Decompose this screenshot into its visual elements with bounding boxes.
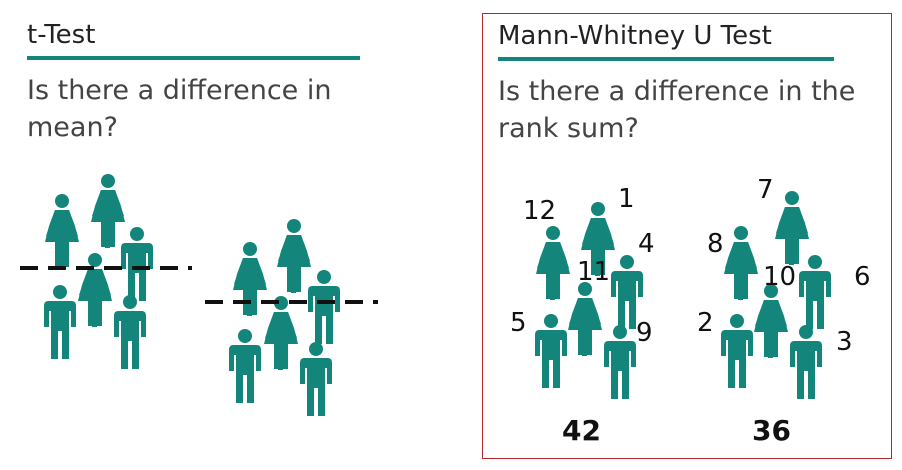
rank-label: 6 [854, 262, 871, 292]
mann-whitney-group-a [535, 202, 643, 399]
person-male-icon [721, 314, 753, 388]
person-female-icon [264, 296, 298, 370]
person-male-icon [799, 255, 831, 329]
person-female-icon [233, 242, 267, 316]
rank-label: 11 [577, 257, 610, 287]
mann-whitney-title-rule [498, 57, 834, 61]
mann-whitney-question: Is there a difference in the rank sum? [498, 76, 856, 144]
rank-label: 4 [638, 229, 655, 259]
person-female-icon [775, 191, 809, 265]
rank-label: 8 [707, 229, 724, 259]
t-test-group-2 [229, 219, 340, 416]
rank-label: 2 [697, 308, 714, 338]
t-test-title: t-Test [27, 20, 96, 50]
person-male-icon [114, 295, 146, 369]
rank-label: 1 [618, 184, 635, 214]
rank-label: 7 [757, 175, 774, 205]
person-female-icon [45, 194, 79, 268]
person-male-icon [604, 325, 636, 399]
person-female-icon [277, 219, 311, 293]
person-male-icon [44, 285, 76, 359]
person-male-icon [300, 342, 332, 416]
mann-whitney-panel: Mann-Whitney U Test Is there a differenc… [482, 13, 892, 459]
person-male-icon [308, 270, 340, 344]
person-male-icon [229, 329, 261, 403]
person-male-icon [535, 314, 567, 388]
person-female-icon [568, 282, 602, 356]
person-female-icon [754, 284, 788, 358]
rank-sum-group-b: 36 [752, 414, 791, 447]
rank-label: 10 [763, 262, 796, 292]
t-test-title-rule [27, 56, 360, 60]
t-test-question: Is there a difference in mean? [27, 75, 332, 143]
rank-label: 9 [636, 318, 653, 348]
rank-label: 5 [510, 308, 527, 338]
mann-whitney-title: Mann-Whitney U Test [498, 21, 772, 51]
t-test-panel: t-Test Is there a difference in mean? [27, 20, 360, 143]
person-male-icon [121, 227, 153, 301]
rank-label: 3 [836, 327, 853, 357]
rank-label: 12 [523, 196, 556, 226]
person-male-icon [790, 325, 822, 399]
person-female-icon [724, 226, 758, 300]
person-female-icon [78, 253, 112, 327]
mann-whitney-group-b [721, 191, 831, 399]
person-female-icon [536, 226, 570, 300]
rank-sum-group-a: 42 [562, 414, 601, 447]
t-test-group-1 [44, 174, 153, 369]
person-female-icon [91, 174, 125, 248]
